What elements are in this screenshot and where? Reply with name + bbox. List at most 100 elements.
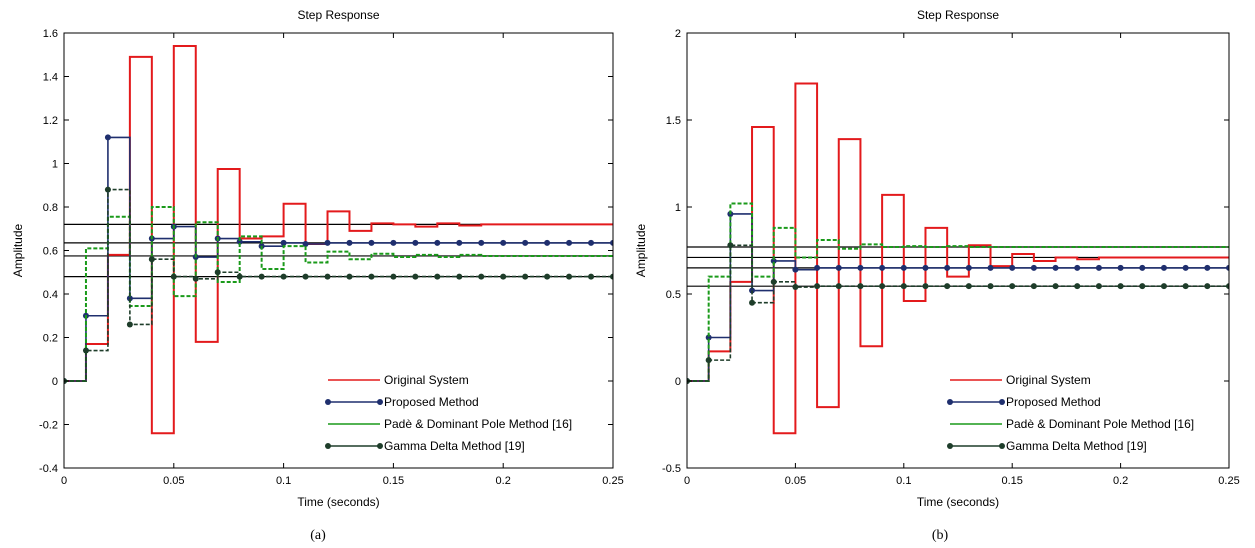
data-point <box>390 239 397 246</box>
legend-label-0: Original System <box>384 373 469 387</box>
data-point <box>879 283 886 290</box>
x-tick-label: 0.05 <box>163 475 184 487</box>
legend-marker <box>325 443 331 449</box>
legend-marker <box>999 399 1005 405</box>
data-point <box>965 283 972 290</box>
plot-area <box>687 33 1229 468</box>
data-point <box>412 273 419 280</box>
data-point <box>346 273 353 280</box>
legend-label-0: Original System <box>1006 373 1091 387</box>
plot-area <box>64 33 613 468</box>
series-line-1 <box>64 136 613 382</box>
y-tick-label: -0.5 <box>662 463 681 475</box>
y-tick-label: 0.2 <box>43 333 58 345</box>
plot-frame <box>686 32 1230 469</box>
y-tick-label: 2 <box>675 28 681 40</box>
data-point <box>857 283 864 290</box>
data-point <box>236 238 243 245</box>
data-point <box>104 134 111 141</box>
legend-marker <box>377 443 383 449</box>
data-point <box>544 239 551 246</box>
data-point <box>922 264 929 271</box>
legend-marker <box>947 399 953 405</box>
chart-title: Step Response <box>917 8 999 22</box>
data-point <box>1117 264 1124 271</box>
data-point <box>1009 264 1016 271</box>
data-point <box>749 287 756 294</box>
data-point <box>857 264 864 271</box>
legend-marker <box>999 443 1005 449</box>
data-point <box>104 186 111 193</box>
x-tick-label: 0.1 <box>276 475 291 487</box>
data-point <box>835 283 842 290</box>
data-point <box>1009 283 1016 290</box>
data-point <box>544 273 551 280</box>
data-point <box>1204 264 1211 271</box>
data-point <box>434 239 441 246</box>
data-point <box>749 299 756 306</box>
data-point <box>192 275 199 282</box>
data-point <box>478 273 485 280</box>
series-line-3 <box>64 188 613 382</box>
x-tick-label: 0 <box>684 475 690 487</box>
legend-marker <box>947 443 953 449</box>
data-point <box>588 273 595 280</box>
data-point <box>1030 283 1037 290</box>
legend-label-2: Padè & Dominant Pole Method [16] <box>1006 417 1194 431</box>
data-point <box>610 239 613 246</box>
y-tick-label: 0 <box>675 376 681 388</box>
data-point <box>368 239 375 246</box>
data-point <box>1226 264 1229 271</box>
data-point <box>770 257 777 264</box>
x-axis-label: Time (seconds) <box>917 495 999 509</box>
data-point <box>82 347 89 354</box>
data-point <box>390 273 397 280</box>
data-point <box>478 239 485 246</box>
figure-caption: (b) <box>932 528 949 543</box>
data-point <box>302 240 309 247</box>
data-point <box>280 273 287 280</box>
data-point <box>879 264 886 271</box>
y-tick-label: 1 <box>52 159 58 171</box>
y-tick-label: 0.4 <box>43 289 58 301</box>
data-point <box>280 239 287 246</box>
x-tick-label: 0.25 <box>1218 475 1239 487</box>
data-point <box>1204 283 1211 290</box>
chart-panel-a: 0 0.05 0.1 0.15 0.2 0.25 -0.4 -0.2 0 0.2 0.4 0.6 0.8… <box>11 8 624 543</box>
data-point <box>214 269 221 276</box>
y-tick-label: 1 <box>675 202 681 214</box>
data-point <box>566 239 573 246</box>
data-point <box>944 264 951 271</box>
data-point <box>1095 283 1102 290</box>
figure-caption: (a) <box>310 528 326 543</box>
x-tick-label: 0 <box>61 475 67 487</box>
data-point <box>814 264 821 271</box>
legend: Original System Proposed Method Padè & Dom… <box>325 373 572 453</box>
data-point <box>1074 283 1081 290</box>
data-point <box>1095 264 1102 271</box>
y-tick-label: 1.5 <box>666 115 681 127</box>
data-point <box>588 239 595 246</box>
data-point <box>236 273 243 280</box>
x-tick-label: 0.15 <box>1001 475 1022 487</box>
data-point <box>727 242 734 249</box>
data-point <box>987 264 994 271</box>
y-axis-label: Amplitude <box>11 224 25 278</box>
data-point <box>500 273 507 280</box>
legend-label-3: Gamma Delta Method [19] <box>1006 439 1147 453</box>
y-tick-label: 0.6 <box>43 246 58 258</box>
data-point <box>835 264 842 271</box>
data-point <box>324 239 331 246</box>
series-line-3 <box>687 244 1229 382</box>
data-point <box>1139 283 1146 290</box>
data-point <box>1182 283 1189 290</box>
legend-label-2: Padè & Dominant Pole Method [16] <box>384 417 572 431</box>
x-tick-label: 0.2 <box>496 475 511 487</box>
y-tick-label: 1.2 <box>43 115 58 127</box>
x-tick-label: 0.25 <box>602 475 623 487</box>
data-point <box>258 273 265 280</box>
data-point <box>770 278 777 285</box>
data-point <box>1074 264 1081 271</box>
data-point <box>705 334 712 341</box>
